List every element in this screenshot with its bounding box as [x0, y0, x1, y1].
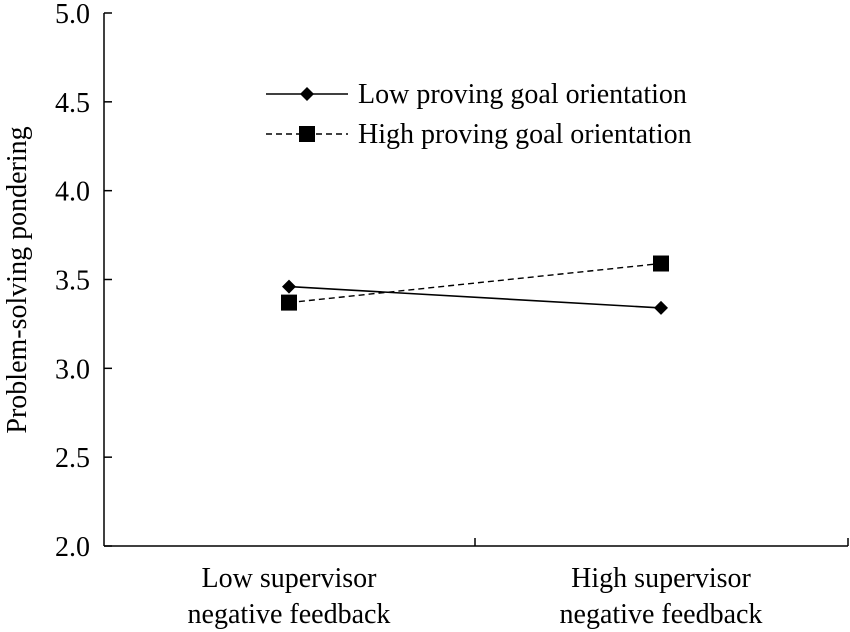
- y-tick-label: 2.0: [55, 532, 90, 563]
- diamond-marker: [654, 300, 668, 315]
- y-tick-label: 3.5: [55, 266, 90, 297]
- diamond-marker: [282, 279, 296, 294]
- y-tick-label: 3.0: [55, 354, 90, 385]
- x-category-label: negative feedback: [188, 599, 391, 630]
- legend-label: Low proving goal orientation: [358, 79, 687, 110]
- y-tick-label: 4.0: [55, 177, 90, 208]
- x-category-label: Low supervisor: [202, 563, 378, 594]
- x-category-label: High supervisor: [571, 563, 751, 594]
- series-layer: [281, 255, 669, 315]
- legend-label: High proving goal orientation: [358, 119, 692, 150]
- square-marker: [653, 255, 669, 272]
- series-line: [288, 285, 662, 309]
- y-ticks: 2.0 2.5 3.0 3.5 4.0 4.5 5.0: [55, 0, 112, 563]
- series-line: [288, 262, 662, 304]
- y-tick-label: 4.5: [55, 88, 90, 119]
- legend: Low proving goal orientation High proving…: [266, 79, 692, 150]
- square-marker: [299, 126, 315, 142]
- y-tick-label: 5.0: [55, 0, 90, 30]
- y-tick-label: 2.5: [55, 443, 90, 474]
- diamond-marker: [300, 87, 314, 101]
- x-categories: Low supervisor negative feedback High supe…: [188, 563, 763, 630]
- x-category-label: negative feedback: [560, 599, 763, 630]
- square-marker: [281, 294, 297, 311]
- y-axis-label: Problem-solving pondering: [2, 126, 33, 433]
